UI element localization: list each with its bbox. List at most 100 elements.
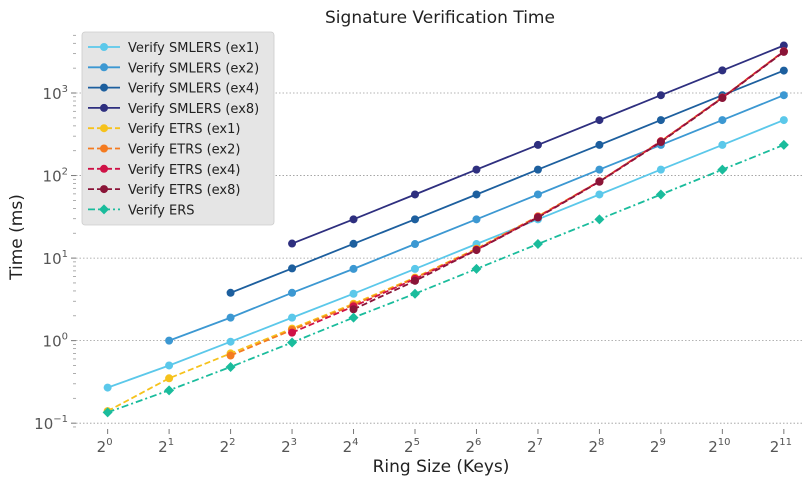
data-point bbox=[532, 239, 543, 250]
series-group bbox=[288, 41, 788, 248]
y-tick-label: 103 bbox=[43, 84, 68, 103]
data-point bbox=[656, 91, 665, 100]
x-tick-label: 28 bbox=[588, 437, 604, 456]
series-group bbox=[349, 47, 788, 314]
legend-marker bbox=[100, 63, 108, 72]
series-line bbox=[230, 69, 785, 294]
data-point bbox=[533, 140, 542, 149]
data-point bbox=[533, 190, 542, 199]
x-tick-label: 26 bbox=[466, 437, 482, 456]
data-point bbox=[410, 215, 419, 224]
series-line bbox=[107, 144, 785, 414]
x-tick-label: 23 bbox=[281, 437, 297, 456]
series-lines bbox=[102, 41, 789, 418]
data-point bbox=[226, 313, 235, 322]
data-point bbox=[472, 165, 481, 174]
legend-label: Verify SMLERS (ex1) bbox=[128, 41, 259, 56]
data-point bbox=[779, 91, 788, 100]
data-point bbox=[655, 189, 666, 200]
data-point bbox=[164, 385, 175, 396]
data-point bbox=[410, 240, 419, 249]
legend-label: Verify SMLERS (ex4) bbox=[128, 82, 259, 97]
data-point bbox=[103, 383, 112, 392]
data-point bbox=[656, 165, 665, 174]
legend-label: Verify ETRS (ex2) bbox=[128, 143, 240, 158]
legend-marker bbox=[100, 164, 108, 173]
data-point bbox=[287, 337, 298, 348]
data-point bbox=[288, 264, 297, 273]
data-point bbox=[348, 312, 359, 323]
legend-marker bbox=[100, 103, 108, 112]
legend-marker bbox=[100, 83, 108, 92]
data-point bbox=[595, 190, 604, 199]
data-point bbox=[471, 263, 482, 274]
data-point bbox=[410, 276, 419, 285]
chart-title: Signature Verification Time bbox=[325, 8, 555, 28]
data-point bbox=[288, 239, 297, 248]
y-tick-label: 102 bbox=[43, 167, 68, 186]
data-point bbox=[595, 177, 604, 186]
x-tick-label: 29 bbox=[650, 437, 666, 456]
data-point bbox=[656, 116, 665, 125]
data-point bbox=[226, 337, 235, 346]
data-point bbox=[718, 140, 727, 149]
data-point bbox=[779, 66, 788, 75]
legend-box bbox=[81, 31, 275, 226]
y-tick-label: 100 bbox=[43, 332, 68, 351]
data-point bbox=[717, 164, 728, 175]
data-point bbox=[595, 140, 604, 149]
data-point bbox=[718, 116, 727, 125]
legend: Verify SMLERS (ex1) Verify SMLERS (ex2) Ve… bbox=[81, 31, 275, 226]
legend-marker bbox=[100, 144, 108, 153]
series-group bbox=[102, 139, 789, 418]
data-point bbox=[533, 213, 542, 222]
legend-marker bbox=[99, 204, 109, 215]
legend-label: Verify ETRS (ex4) bbox=[128, 163, 240, 178]
data-point bbox=[226, 351, 235, 360]
data-point bbox=[472, 215, 481, 224]
legend-label: Verify ETRS (ex1) bbox=[128, 122, 240, 137]
y-axis-label: Time (ms) bbox=[7, 194, 27, 281]
data-point bbox=[410, 264, 419, 273]
data-point bbox=[595, 116, 604, 125]
legend-label: Verify SMLERS (ex2) bbox=[128, 61, 259, 76]
series-line bbox=[107, 119, 785, 389]
legend-marker bbox=[100, 43, 108, 51]
legend-label: Verify ETRS (ex8) bbox=[128, 183, 240, 198]
data-point bbox=[778, 139, 789, 150]
data-point bbox=[718, 94, 727, 103]
legend-label: Verify SMLERS (ex8) bbox=[128, 102, 259, 117]
x-tick-label: 211 bbox=[770, 437, 792, 456]
axes: 10−1 100 101 102 103 20 21 22 23 24 25 26 27 28 29 210 2… bbox=[34, 34, 792, 456]
legend-marker bbox=[100, 124, 108, 133]
x-tick-label: 20 bbox=[97, 437, 113, 456]
data-point bbox=[472, 190, 481, 199]
data-point bbox=[165, 336, 174, 345]
series-group bbox=[165, 91, 788, 345]
data-point bbox=[718, 66, 727, 75]
y-tick-label: 101 bbox=[43, 249, 68, 268]
data-point bbox=[472, 246, 481, 255]
data-point bbox=[779, 116, 788, 125]
data-point bbox=[349, 289, 358, 298]
data-point bbox=[288, 328, 297, 337]
data-point bbox=[779, 41, 788, 50]
y-tick-label: 10−1 bbox=[34, 414, 68, 433]
data-point bbox=[165, 374, 174, 383]
data-point bbox=[779, 47, 788, 56]
legend-marker bbox=[100, 185, 108, 194]
legend-label: Verify ERS bbox=[128, 203, 195, 218]
data-point bbox=[102, 407, 113, 418]
x-axis-label: Ring Size (Keys) bbox=[373, 457, 510, 477]
x-tick-label: 21 bbox=[158, 437, 174, 456]
data-point bbox=[594, 214, 605, 225]
x-tick-label: 210 bbox=[708, 437, 730, 456]
data-point bbox=[288, 288, 297, 297]
data-point bbox=[225, 361, 236, 372]
data-point bbox=[349, 239, 358, 248]
x-tick-label: 27 bbox=[527, 437, 543, 456]
data-point bbox=[595, 165, 604, 174]
x-tick-label: 24 bbox=[343, 437, 359, 456]
data-point bbox=[533, 165, 542, 174]
